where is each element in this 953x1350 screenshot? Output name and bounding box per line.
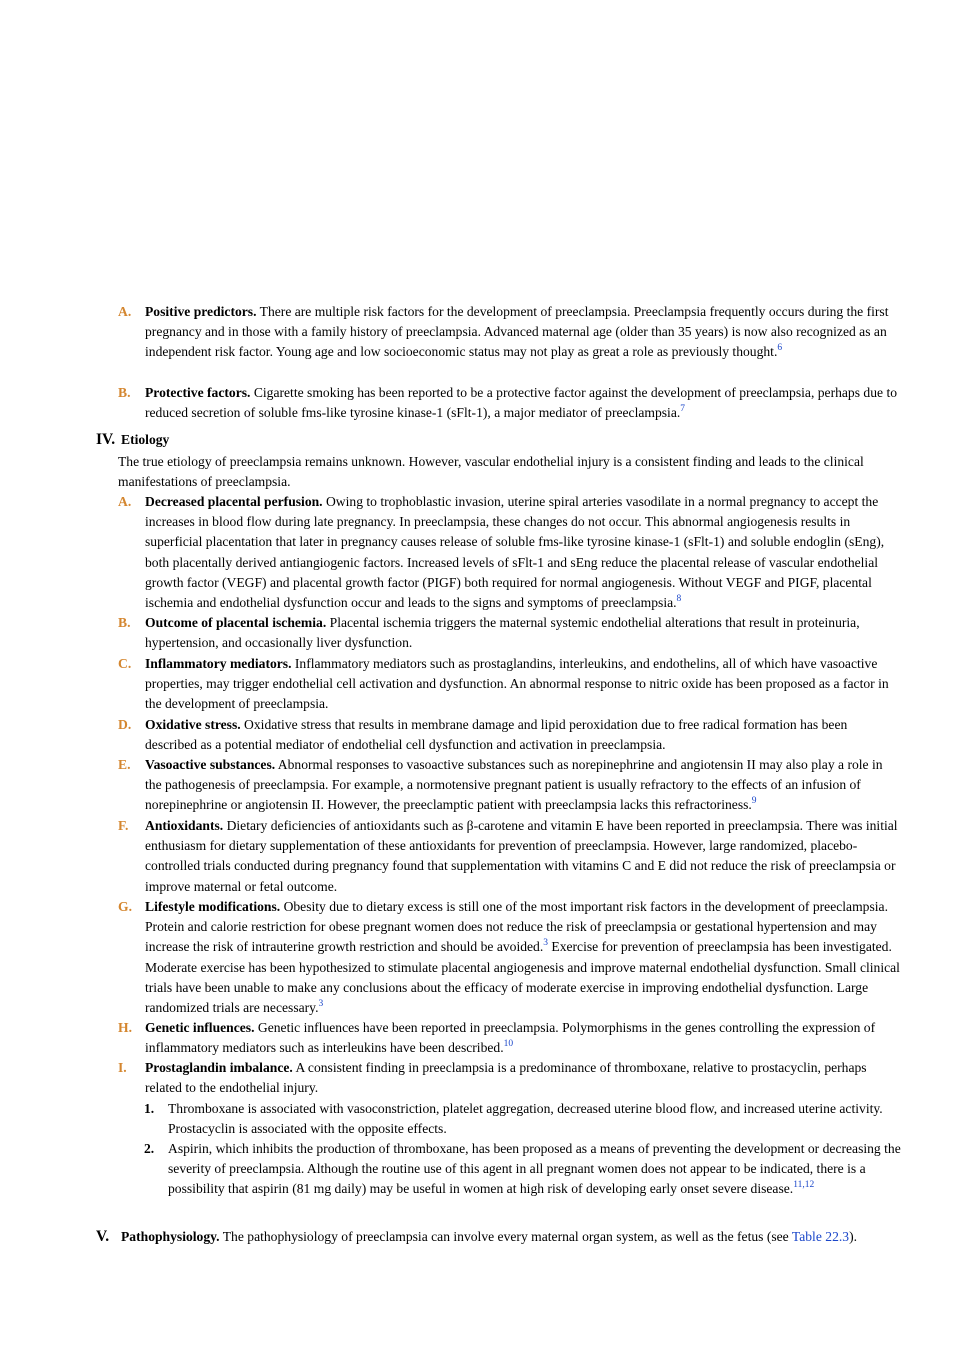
item-letter: H. [118, 1020, 132, 1035]
item-number: 2. [144, 1141, 155, 1156]
item-letter: E. [118, 757, 131, 772]
item-prostaglandin-imbalance: I. Prostaglandin imbalance. A consistent … [118, 1058, 901, 1098]
item-outcome-placental-ischemia: B. Outcome of placental ischemia. Placent… [118, 613, 901, 653]
item-text: Oxidative stress that results in membran… [145, 717, 848, 753]
section-text: The pathophysiology of preeclampsia can … [219, 1229, 792, 1244]
item-title: Inflammatory mediators. [145, 656, 292, 671]
item-text: Inflammatory mediators such as prostagla… [145, 656, 889, 712]
item-text: Owing to trophoblastic invasion, uterine… [145, 494, 885, 611]
item-title: Positive predictors. [145, 304, 257, 319]
item-protective-factors: B. Protective factors. Cigarette smoking … [118, 383, 901, 423]
item-letter: B. [118, 615, 131, 630]
item-title: Antioxidants. [145, 818, 224, 833]
item-letter: F. [118, 818, 129, 833]
numbered-item-aspirin: 2. Aspirin, which inhibits the production… [144, 1139, 901, 1200]
item-positive-predictors: A. Positive predictors. There are multipl… [118, 302, 901, 363]
table-link[interactable]: Table 22.3 [791, 1229, 850, 1244]
reference-link[interactable]: 6 [777, 343, 783, 354]
section-text-tail: ). [849, 1229, 857, 1244]
item-text: Exercise for prevention of preeclampsia … [145, 939, 900, 1016]
item-title: Decreased placental perfusion. [145, 494, 323, 509]
item-letter: A. [118, 304, 132, 319]
item-text: A consistent finding in preeclampsia is … [145, 1060, 867, 1096]
item-letter: B. [118, 385, 131, 400]
section-intro: The true etiology of preeclampsia remain… [118, 454, 864, 490]
reference-link[interactable]: 7 [680, 404, 686, 415]
numbered-item-thromboxane: 1. Thromboxane is associated with vasocon… [144, 1099, 901, 1139]
reference-link[interactable]: 3 [318, 999, 324, 1010]
item-text: Thromboxane is associated with vasoconst… [168, 1101, 883, 1137]
reference-link[interactable]: 8 [676, 594, 682, 605]
item-lifestyle-modifications: G. Lifestyle modifications. Obesity due t… [118, 897, 901, 1018]
item-number: 1. [144, 1101, 155, 1116]
item-text: Abnormal responses to vasoactive substan… [145, 757, 883, 813]
section-numeral: V. [96, 1228, 110, 1245]
item-genetic-influences: H. Genetic influences. Genetic influences… [118, 1018, 901, 1058]
item-title: Genetic influences. [145, 1020, 255, 1035]
reference-link[interactable]: 9 [751, 796, 757, 807]
item-inflammatory-mediators: C. Inflammatory mediators. Inflammatory m… [118, 654, 901, 715]
item-text: Aspirin, which inhibits the production o… [168, 1141, 901, 1197]
reference-link[interactable]: 11,12 [793, 1180, 815, 1191]
item-vasoactive-substances: E. Vasoactive substances. Abnormal respon… [118, 755, 901, 816]
item-text: Placental ischemia triggers the maternal… [145, 615, 860, 651]
item-letter: C. [118, 656, 132, 671]
item-title: Protective factors. [145, 385, 251, 400]
item-text: There are multiple risk factors for the … [145, 304, 889, 360]
item-oxidative-stress: D. Oxidative stress. Oxidative stress tha… [118, 715, 901, 755]
item-title: Prostaglandin imbalance. [145, 1060, 293, 1075]
item-title: Vasoactive substances. [145, 757, 276, 772]
section-numeral: IV. [96, 431, 116, 448]
item-title: Lifestyle modifications. [145, 899, 281, 914]
item-letter: G. [118, 899, 132, 914]
reference-link[interactable]: 3 [543, 938, 548, 949]
item-text: Obesity due to dietary excess is still o… [145, 899, 888, 955]
reference-link[interactable]: 10 [503, 1039, 514, 1050]
item-text: Cigarette smoking has been reported to b… [145, 385, 898, 421]
item-title: Oxidative stress. [145, 717, 241, 732]
item-antioxidants: F. Antioxidants. Dietary deficiencies of … [118, 816, 901, 897]
item-letter: D. [118, 717, 132, 732]
section-pathophysiology: V. Pathophysiology. The pathophysiology … [96, 1227, 906, 1247]
item-text: Dietary deficiencies of antioxidants suc… [145, 818, 898, 894]
section-title: Pathophysiology. [121, 1229, 220, 1244]
section-title: Etiology [121, 432, 170, 447]
item-letter: A. [118, 494, 132, 509]
item-decreased-placental-perfusion: A. Decreased placental perfusion. Owing t… [118, 492, 901, 613]
item-title: Outcome of placental ischemia. [145, 615, 327, 630]
item-letter: I. [118, 1060, 127, 1075]
item-text: Genetic influences have been reported in… [145, 1020, 876, 1056]
